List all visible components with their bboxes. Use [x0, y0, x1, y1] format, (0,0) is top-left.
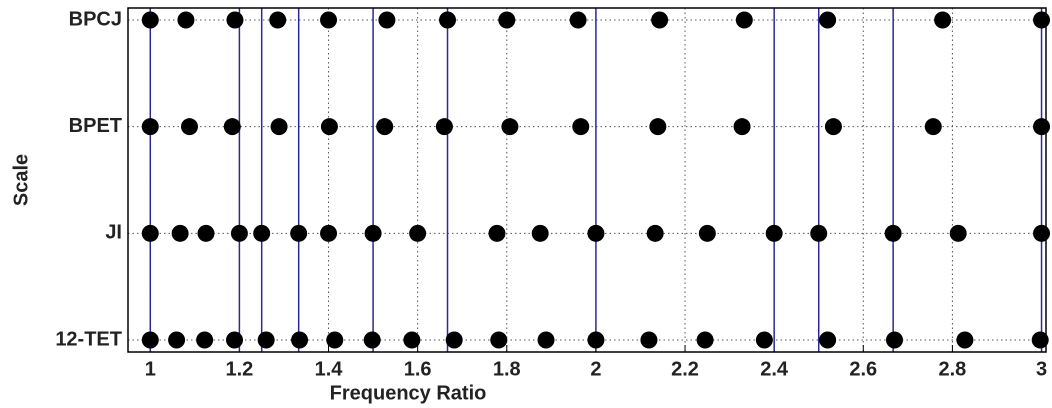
point	[141, 118, 159, 136]
point	[363, 331, 381, 349]
point	[819, 331, 837, 349]
point	[180, 118, 198, 136]
point	[320, 224, 338, 242]
point	[949, 224, 967, 242]
y-tick-label: JI	[105, 222, 122, 244]
point	[197, 224, 215, 242]
point	[498, 11, 516, 29]
x-tick-label: 1.8	[493, 358, 521, 380]
point	[257, 331, 275, 349]
point	[735, 11, 753, 29]
point	[409, 224, 427, 242]
point	[1033, 224, 1051, 242]
point	[885, 331, 903, 349]
point	[1033, 11, 1051, 29]
x-tick-label: 2.4	[760, 358, 789, 380]
point	[253, 224, 271, 242]
x-tick-label: 2	[590, 358, 601, 380]
point	[168, 331, 186, 349]
point	[884, 224, 902, 242]
point	[765, 224, 783, 242]
point	[587, 224, 605, 242]
point	[537, 331, 555, 349]
point	[223, 118, 241, 136]
point	[755, 331, 773, 349]
point	[326, 331, 344, 349]
point	[376, 118, 394, 136]
point	[698, 224, 716, 242]
point	[141, 331, 159, 349]
point	[435, 118, 453, 136]
point	[569, 11, 587, 29]
point	[1033, 118, 1051, 136]
point	[649, 118, 667, 136]
y-tick-label: BPCJ	[69, 8, 122, 30]
point	[291, 331, 309, 349]
x-tick-label: 1	[145, 358, 156, 380]
x-tick-label: 2.2	[671, 358, 699, 380]
point	[226, 11, 244, 29]
y-tick-label: BPET	[69, 115, 122, 137]
point	[824, 118, 842, 136]
point	[141, 224, 159, 242]
point	[378, 11, 396, 29]
point	[810, 224, 828, 242]
point	[320, 11, 338, 29]
point	[445, 331, 463, 349]
point	[733, 118, 751, 136]
point	[290, 224, 308, 242]
point	[934, 11, 952, 29]
y-tick-label: 12-TET	[55, 328, 122, 350]
x-axis-label: Frequency Ratio	[330, 382, 487, 404]
point	[269, 11, 287, 29]
point	[531, 224, 549, 242]
point	[651, 11, 669, 29]
point	[819, 11, 837, 29]
point	[587, 331, 605, 349]
point	[1031, 331, 1049, 349]
point	[196, 331, 214, 349]
point	[270, 118, 288, 136]
point	[364, 224, 382, 242]
point	[646, 224, 664, 242]
x-tick-label: 1.2	[226, 358, 254, 380]
point	[572, 118, 590, 136]
point	[171, 224, 189, 242]
point	[488, 224, 506, 242]
y-axis-label: Scale	[10, 154, 32, 206]
x-tick-label: 1.4	[315, 358, 344, 380]
point	[226, 331, 244, 349]
point	[141, 11, 159, 29]
point	[640, 331, 658, 349]
x-tick-label: 3	[1036, 358, 1047, 380]
x-tick-label: 1.6	[404, 358, 432, 380]
x-tick-label: 2.8	[939, 358, 967, 380]
plot-frame	[127, 7, 1047, 353]
point	[320, 118, 338, 136]
point	[403, 331, 421, 349]
point	[177, 11, 195, 29]
point	[490, 331, 508, 349]
x-tick-label: 2.6	[849, 358, 877, 380]
point	[696, 331, 714, 349]
point	[501, 118, 519, 136]
point	[956, 331, 974, 349]
point	[230, 224, 248, 242]
point	[439, 11, 457, 29]
point	[924, 118, 942, 136]
